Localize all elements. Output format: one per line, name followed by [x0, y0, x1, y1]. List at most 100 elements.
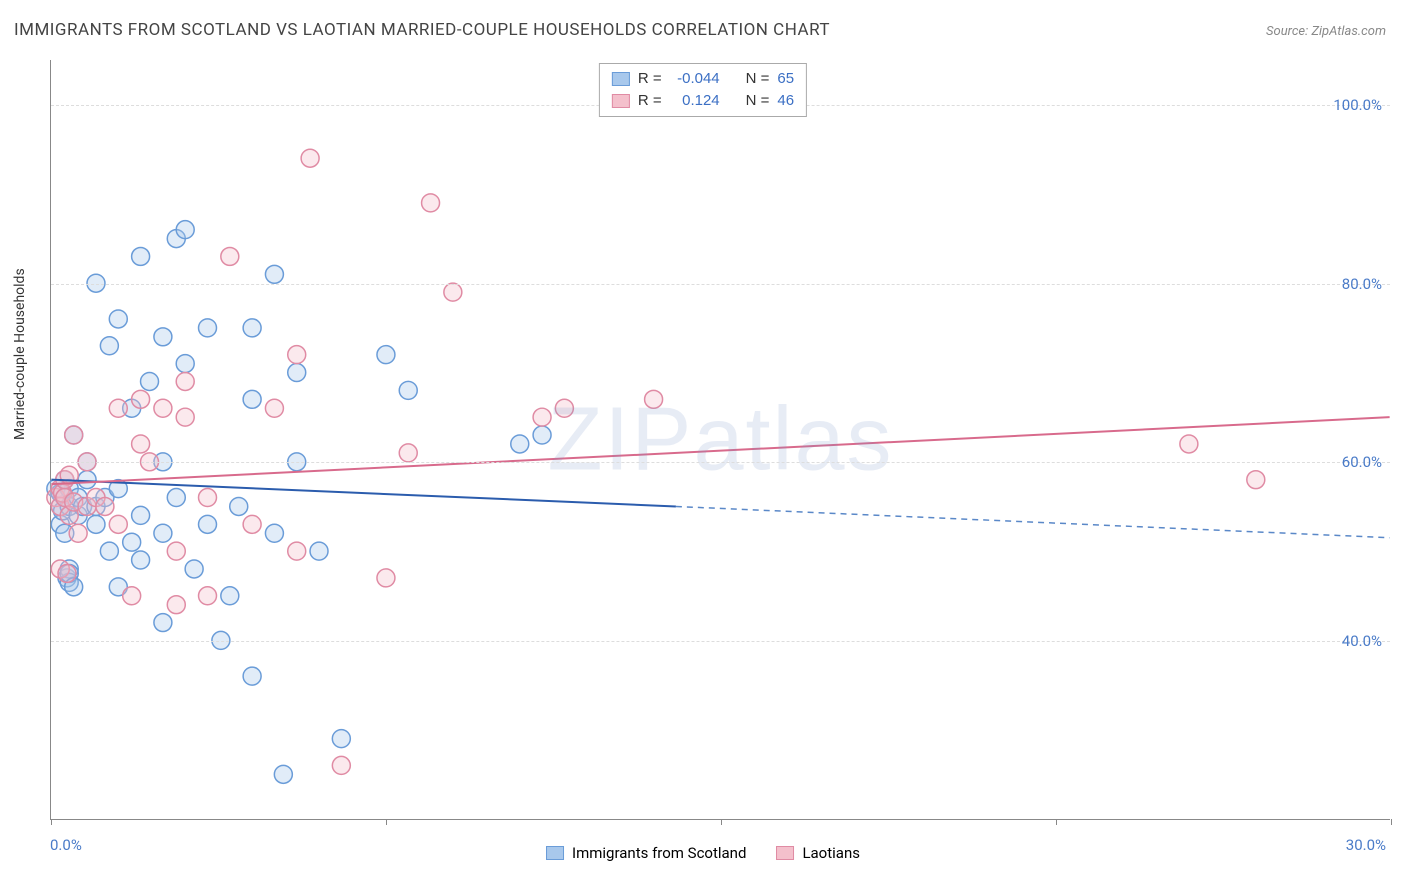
point-laotians — [555, 399, 573, 417]
y-axis-label: Married-couple Households — [12, 268, 28, 440]
point-scotland — [185, 560, 203, 578]
point-scotland — [399, 381, 417, 399]
point-laotians — [288, 542, 306, 560]
point-scotland — [100, 337, 118, 355]
point-scotland — [230, 497, 248, 515]
point-laotians — [1180, 435, 1198, 453]
source-label: Source: — [1266, 24, 1308, 39]
series-name-laotians: Laotians — [802, 844, 860, 862]
series-name-scotland: Immigrants from Scotland — [572, 844, 746, 862]
point-scotland — [176, 221, 194, 239]
point-laotians — [96, 497, 114, 515]
y-tick-label: 40.0% — [1342, 632, 1382, 650]
legend-stats-box: R = -0.044 N = 65 R = 0.124 N = 46 — [599, 63, 807, 117]
point-scotland — [167, 489, 185, 507]
n-value-laotians: 46 — [777, 90, 794, 112]
correlation-chart: IMMIGRANTS FROM SCOTLAND VS LAOTIAN MARR… — [0, 0, 1406, 892]
point-laotians — [1247, 471, 1265, 489]
point-scotland — [154, 524, 172, 542]
plot-area: ZIPatlas 40.0%60.0%80.0%100.0% — [50, 60, 1390, 820]
point-scotland — [141, 372, 159, 390]
point-laotians — [176, 372, 194, 390]
regression-line-scotland — [51, 480, 676, 507]
point-scotland — [123, 533, 141, 551]
point-scotland — [310, 542, 328, 560]
r-value-scotland: -0.044 — [670, 68, 720, 90]
point-scotland — [221, 587, 239, 605]
r-label-2: R = — [638, 90, 662, 112]
point-laotians — [132, 390, 150, 408]
point-scotland — [243, 390, 261, 408]
n-value-scotland: 65 — [777, 68, 794, 90]
point-laotians — [422, 194, 440, 212]
point-laotians — [377, 569, 395, 587]
point-scotland — [132, 551, 150, 569]
point-scotland — [78, 471, 96, 489]
y-tick-label: 80.0% — [1342, 275, 1382, 293]
point-laotians — [167, 542, 185, 560]
point-scotland — [87, 515, 105, 533]
point-scotland — [377, 346, 395, 364]
gridline-h — [51, 462, 1390, 463]
point-scotland — [109, 310, 127, 328]
point-laotians — [444, 283, 462, 301]
plot-svg — [51, 60, 1390, 819]
x-tick — [51, 819, 52, 825]
point-scotland — [132, 247, 150, 265]
regression-dash-scotland — [676, 506, 1390, 537]
n-label-2: N = — [746, 90, 770, 112]
legend-swatch-scotland — [612, 72, 630, 86]
point-laotians — [123, 587, 141, 605]
point-scotland — [265, 524, 283, 542]
point-scotland — [288, 364, 306, 382]
point-scotland — [199, 319, 217, 337]
point-laotians — [301, 149, 319, 167]
point-laotians — [243, 515, 261, 533]
x-tick — [1391, 819, 1392, 825]
point-laotians — [154, 399, 172, 417]
point-laotians — [167, 596, 185, 614]
x-tick — [386, 819, 387, 825]
legend-row-laotians: R = 0.124 N = 46 — [612, 90, 794, 112]
x-tick — [1056, 819, 1057, 825]
point-scotland — [199, 515, 217, 533]
chart-title: IMMIGRANTS FROM SCOTLAND VS LAOTIAN MARR… — [14, 20, 830, 40]
point-scotland — [243, 667, 261, 685]
x-tick-max: 30.0% — [1346, 836, 1386, 854]
swatch-laotians-icon — [776, 846, 794, 860]
gridline-h — [51, 641, 1390, 642]
point-laotians — [69, 524, 87, 542]
point-laotians — [109, 399, 127, 417]
point-scotland — [154, 614, 172, 632]
point-scotland — [265, 265, 283, 283]
point-laotians — [265, 399, 283, 417]
legend-swatch-laotians — [612, 94, 630, 108]
point-scotland — [332, 730, 350, 748]
bottom-legend-scotland: Immigrants from Scotland — [546, 844, 746, 862]
point-laotians — [399, 444, 417, 462]
source-attribution: Source: ZipAtlas.com — [1266, 24, 1386, 39]
bottom-legend-laotians: Laotians — [776, 844, 860, 862]
point-laotians — [288, 346, 306, 364]
x-tick-min: 0.0% — [50, 836, 82, 854]
swatch-scotland-icon — [546, 846, 564, 860]
legend-row-scotland: R = -0.044 N = 65 — [612, 68, 794, 90]
point-laotians — [58, 564, 76, 582]
n-label: N = — [746, 68, 770, 90]
point-laotians — [65, 426, 83, 444]
point-laotians — [199, 489, 217, 507]
point-laotians — [533, 408, 551, 426]
point-laotians — [645, 390, 663, 408]
r-label: R = — [638, 68, 662, 90]
source-name: ZipAtlas.com — [1311, 24, 1386, 39]
point-scotland — [176, 355, 194, 373]
y-tick-label: 100.0% — [1333, 96, 1382, 114]
bottom-legend: Immigrants from Scotland Laotians — [546, 844, 860, 862]
point-scotland — [100, 542, 118, 560]
x-tick — [721, 819, 722, 825]
point-laotians — [176, 408, 194, 426]
point-laotians — [199, 587, 217, 605]
point-laotians — [332, 756, 350, 774]
r-value-laotians: 0.124 — [670, 90, 720, 112]
gridline-h — [51, 284, 1390, 285]
